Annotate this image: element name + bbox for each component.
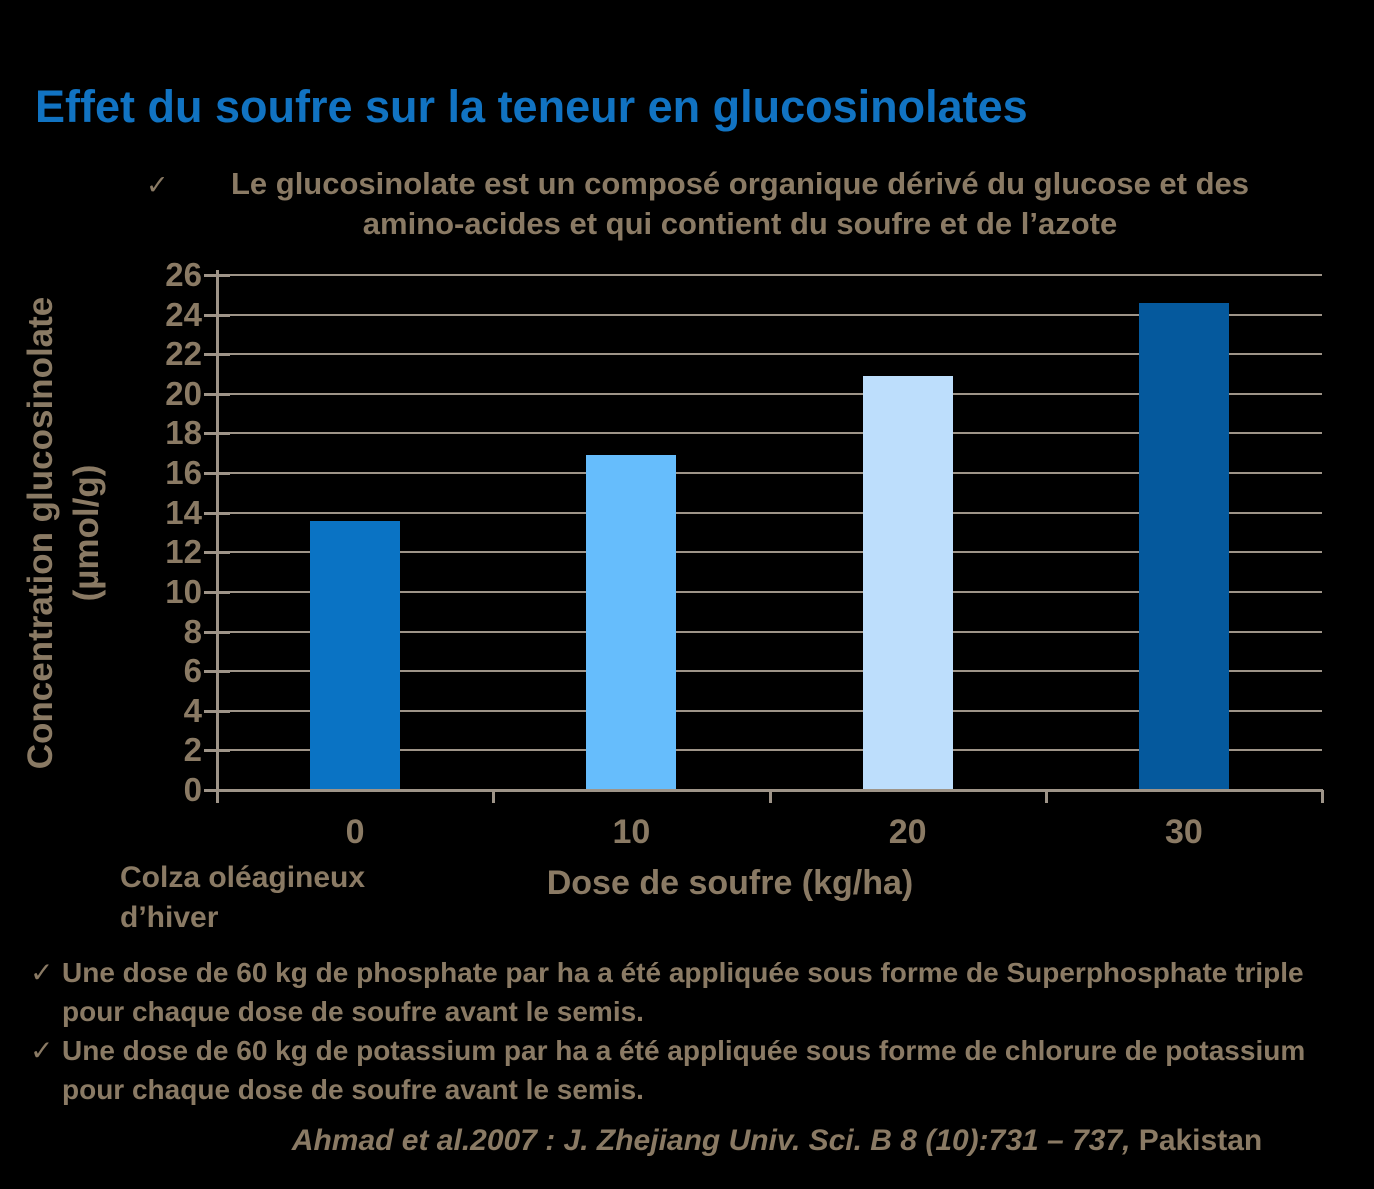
subtitle: Le glucosinolate est un composé organiqu… xyxy=(160,164,1320,244)
y-tick-label: 18 xyxy=(165,414,202,452)
bar-0 xyxy=(310,520,401,790)
category-note: Colza oléagineux d’hiver xyxy=(120,858,540,938)
footnote-1-line-1: ✓ Une dose de 60 kg de phosphate par ha … xyxy=(30,953,1374,992)
grid-line xyxy=(217,551,1322,554)
subtitle-line-2: amino-acides et qui contient du soufre e… xyxy=(362,206,1118,241)
grid-line xyxy=(217,590,1322,593)
grid-line xyxy=(217,274,1322,276)
check-icon: ✓ xyxy=(30,957,54,988)
x-tick-label: 0 xyxy=(345,813,365,851)
footnote-2-line-2: pour chaque dose de soufre avant le semi… xyxy=(62,1074,644,1105)
bar-20 xyxy=(862,376,953,790)
x-axis-tick xyxy=(492,790,496,803)
y-tick-label: 16 xyxy=(165,454,202,492)
citation-regular: Pakistan xyxy=(1130,1124,1263,1157)
y-tick-label: 2 xyxy=(183,731,202,769)
y-tick-label: 0 xyxy=(183,771,202,808)
subtitle-line-1: Le glucosinolate est un composé organiqu… xyxy=(230,166,1250,201)
check-icon: ✓ xyxy=(146,170,169,200)
grid-line xyxy=(217,670,1322,673)
check-icon: ✓ xyxy=(30,1035,54,1066)
citation-italic: Ahmad et al.2007 : J. Zhejiang Univ. Sci… xyxy=(291,1124,1131,1157)
footnotes: ✓ Une dose de 60 kg de phosphate par ha … xyxy=(30,953,1374,1109)
y-axis-line xyxy=(216,270,219,793)
grid-line xyxy=(217,392,1322,395)
grid-line xyxy=(217,353,1322,356)
x-axis-tick xyxy=(768,790,772,803)
x-axis-tick xyxy=(1044,790,1048,803)
bar-10 xyxy=(586,455,677,790)
y-tick-label: 20 xyxy=(165,374,202,412)
x-axis-tick xyxy=(216,790,219,803)
y-axis-title: Concentration glucosinolate (µmol/g) xyxy=(18,253,128,813)
y-tick-label: 4 xyxy=(183,691,202,729)
y-tick-label: 24 xyxy=(165,295,202,333)
grid-line xyxy=(217,432,1322,435)
y-tick-label: 22 xyxy=(165,335,202,373)
y-tick-label: 14 xyxy=(165,493,202,531)
grid-line xyxy=(217,749,1322,752)
grid-line xyxy=(217,313,1322,316)
y-tick-label: 26 xyxy=(165,256,202,293)
x-axis-title: Dose de soufre (kg/ha) xyxy=(546,864,914,902)
footnote-1-line-2: pour chaque dose de soufre avant le semi… xyxy=(62,996,644,1027)
x-axis-line xyxy=(216,789,1323,792)
y-tick-label: 8 xyxy=(183,612,202,650)
category-note-line-2: d’hiver xyxy=(120,901,219,934)
x-axis-tick xyxy=(1321,790,1324,803)
y-tick-label: 12 xyxy=(165,533,202,571)
grid-line xyxy=(217,511,1322,514)
y-tick-label: 10 xyxy=(165,572,202,610)
grid-line xyxy=(217,472,1322,475)
x-tick-label: 30 xyxy=(1164,813,1203,851)
category-note-line-1: Colza oléagineux xyxy=(120,861,366,894)
x-tick-label: 10 xyxy=(612,813,651,851)
grid-line xyxy=(217,630,1322,633)
bar-30 xyxy=(1138,302,1229,790)
citation: Ahmad et al.2007 : J. Zhejiang Univ. Sci… xyxy=(180,1124,1374,1158)
y-tick-label: 6 xyxy=(183,652,202,690)
y-axis-title-line-2: (µmol/g) xyxy=(67,464,106,602)
y-axis-title-line-1: Concentration glucosinolate xyxy=(21,296,60,770)
footnote-2-line-1: ✓ Une dose de 60 kg de potassium par ha … xyxy=(30,1031,1374,1070)
x-tick-label: 20 xyxy=(888,813,927,851)
page-title: Effet du soufre sur la teneur en glucosi… xyxy=(35,81,1028,132)
grid-line xyxy=(217,709,1322,712)
